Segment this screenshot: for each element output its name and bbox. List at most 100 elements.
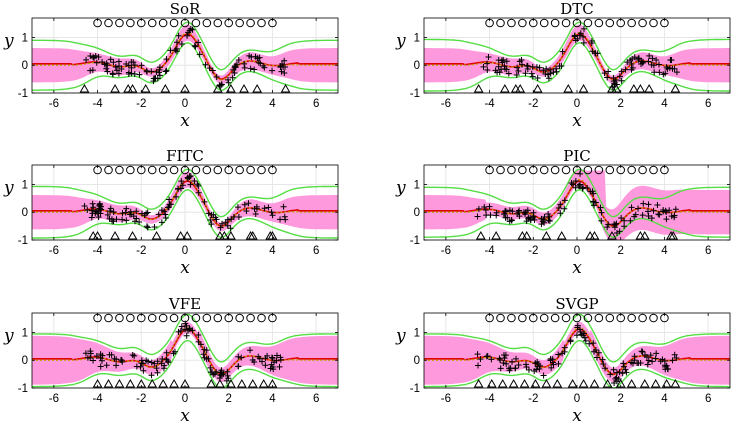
inducing-point-marker xyxy=(202,18,212,28)
inducing-point-marker xyxy=(605,18,615,28)
data-point xyxy=(227,225,234,232)
data-point xyxy=(158,219,165,226)
data-point xyxy=(591,202,598,209)
data-point xyxy=(611,80,618,87)
data-point xyxy=(104,68,111,75)
data-point xyxy=(261,64,268,71)
data-point xyxy=(512,365,519,372)
triangle-marker xyxy=(226,83,236,93)
inducing-point-marker xyxy=(191,313,201,323)
data-point xyxy=(123,205,130,212)
data-point xyxy=(663,216,670,223)
triangle-marker xyxy=(607,230,617,240)
triangle-marker xyxy=(236,378,247,388)
data-point xyxy=(499,59,506,66)
triangle-marker xyxy=(103,378,114,388)
data-point xyxy=(207,364,214,371)
inducing-point-marker xyxy=(257,313,266,323)
data-point xyxy=(501,355,508,362)
data-point xyxy=(133,208,140,215)
data-point xyxy=(89,200,96,207)
data-point xyxy=(231,69,238,76)
y-tick-label: 0 xyxy=(414,355,420,367)
upper-bound-line xyxy=(32,168,338,218)
triangle-marker xyxy=(147,378,158,388)
lower-bound-line xyxy=(32,189,338,239)
inducing-point-marker xyxy=(561,165,571,175)
data-point xyxy=(213,216,220,223)
data-point xyxy=(540,67,547,74)
data-point xyxy=(164,204,171,211)
data-point xyxy=(143,67,150,74)
triangle-marker xyxy=(668,230,679,240)
data-point xyxy=(262,362,269,369)
triangle-marker xyxy=(151,230,162,240)
data-point xyxy=(639,348,646,355)
inducing-point-marker xyxy=(202,165,212,175)
inducing-point-marker xyxy=(115,313,124,323)
data-point xyxy=(539,218,546,225)
data-point xyxy=(599,356,606,363)
inducing-point-marker xyxy=(605,165,615,175)
confidence-band xyxy=(32,322,338,385)
triangle-marker xyxy=(508,378,519,388)
triangle-marker xyxy=(611,83,622,93)
triangle-marker xyxy=(212,83,223,93)
data-point xyxy=(217,224,224,231)
x-axis-label: x xyxy=(572,258,582,278)
data-point xyxy=(505,70,512,77)
data-point xyxy=(548,364,555,371)
inducing-point-marker xyxy=(235,18,244,28)
data-point xyxy=(183,322,190,329)
triangle-marker xyxy=(567,378,578,388)
data-point xyxy=(650,207,657,214)
data-point xyxy=(138,357,145,364)
data-point xyxy=(649,55,656,62)
data-point xyxy=(107,205,114,212)
data-point xyxy=(524,207,531,214)
data-point xyxy=(210,371,217,378)
true-function-line xyxy=(32,180,338,227)
data-point xyxy=(119,216,126,223)
x-tick-label: -4 xyxy=(484,98,495,110)
x-tick-label: 2 xyxy=(618,393,624,405)
data-point xyxy=(523,361,530,368)
triangle-marker xyxy=(589,230,600,240)
x-tick-label: 2 xyxy=(226,98,232,110)
triangle-marker xyxy=(247,230,258,240)
data-point xyxy=(668,213,675,220)
data-point xyxy=(582,337,589,344)
data-point xyxy=(496,69,503,76)
data-point xyxy=(253,203,260,210)
data-point xyxy=(170,350,177,357)
data-point xyxy=(477,356,484,363)
data-point xyxy=(577,30,584,37)
data-point xyxy=(555,351,562,358)
upper-bound-line xyxy=(424,21,730,71)
data-point xyxy=(561,348,568,355)
data-point xyxy=(531,367,538,374)
data-point xyxy=(573,332,580,339)
inducing-point-marker xyxy=(594,165,604,175)
data-point xyxy=(482,206,489,213)
data-point xyxy=(640,58,647,65)
inducing-point-marker xyxy=(518,18,527,28)
triangle-marker xyxy=(158,378,169,388)
data-point xyxy=(252,53,259,60)
y-tick-label: 0 xyxy=(414,207,420,219)
data-point xyxy=(574,35,581,42)
data-point xyxy=(201,346,208,353)
data-point xyxy=(158,207,165,214)
data-point xyxy=(508,216,515,223)
data-point xyxy=(183,332,190,339)
data-point xyxy=(148,359,155,366)
inducing-point-marker xyxy=(627,165,636,175)
triangle-marker xyxy=(628,83,639,93)
x-tick-label: -6 xyxy=(441,393,451,405)
data-point xyxy=(493,212,500,219)
data-point xyxy=(93,59,100,66)
inducing-point-marker xyxy=(627,313,636,323)
data-point xyxy=(640,200,647,207)
x-tick-label: 4 xyxy=(661,393,668,405)
